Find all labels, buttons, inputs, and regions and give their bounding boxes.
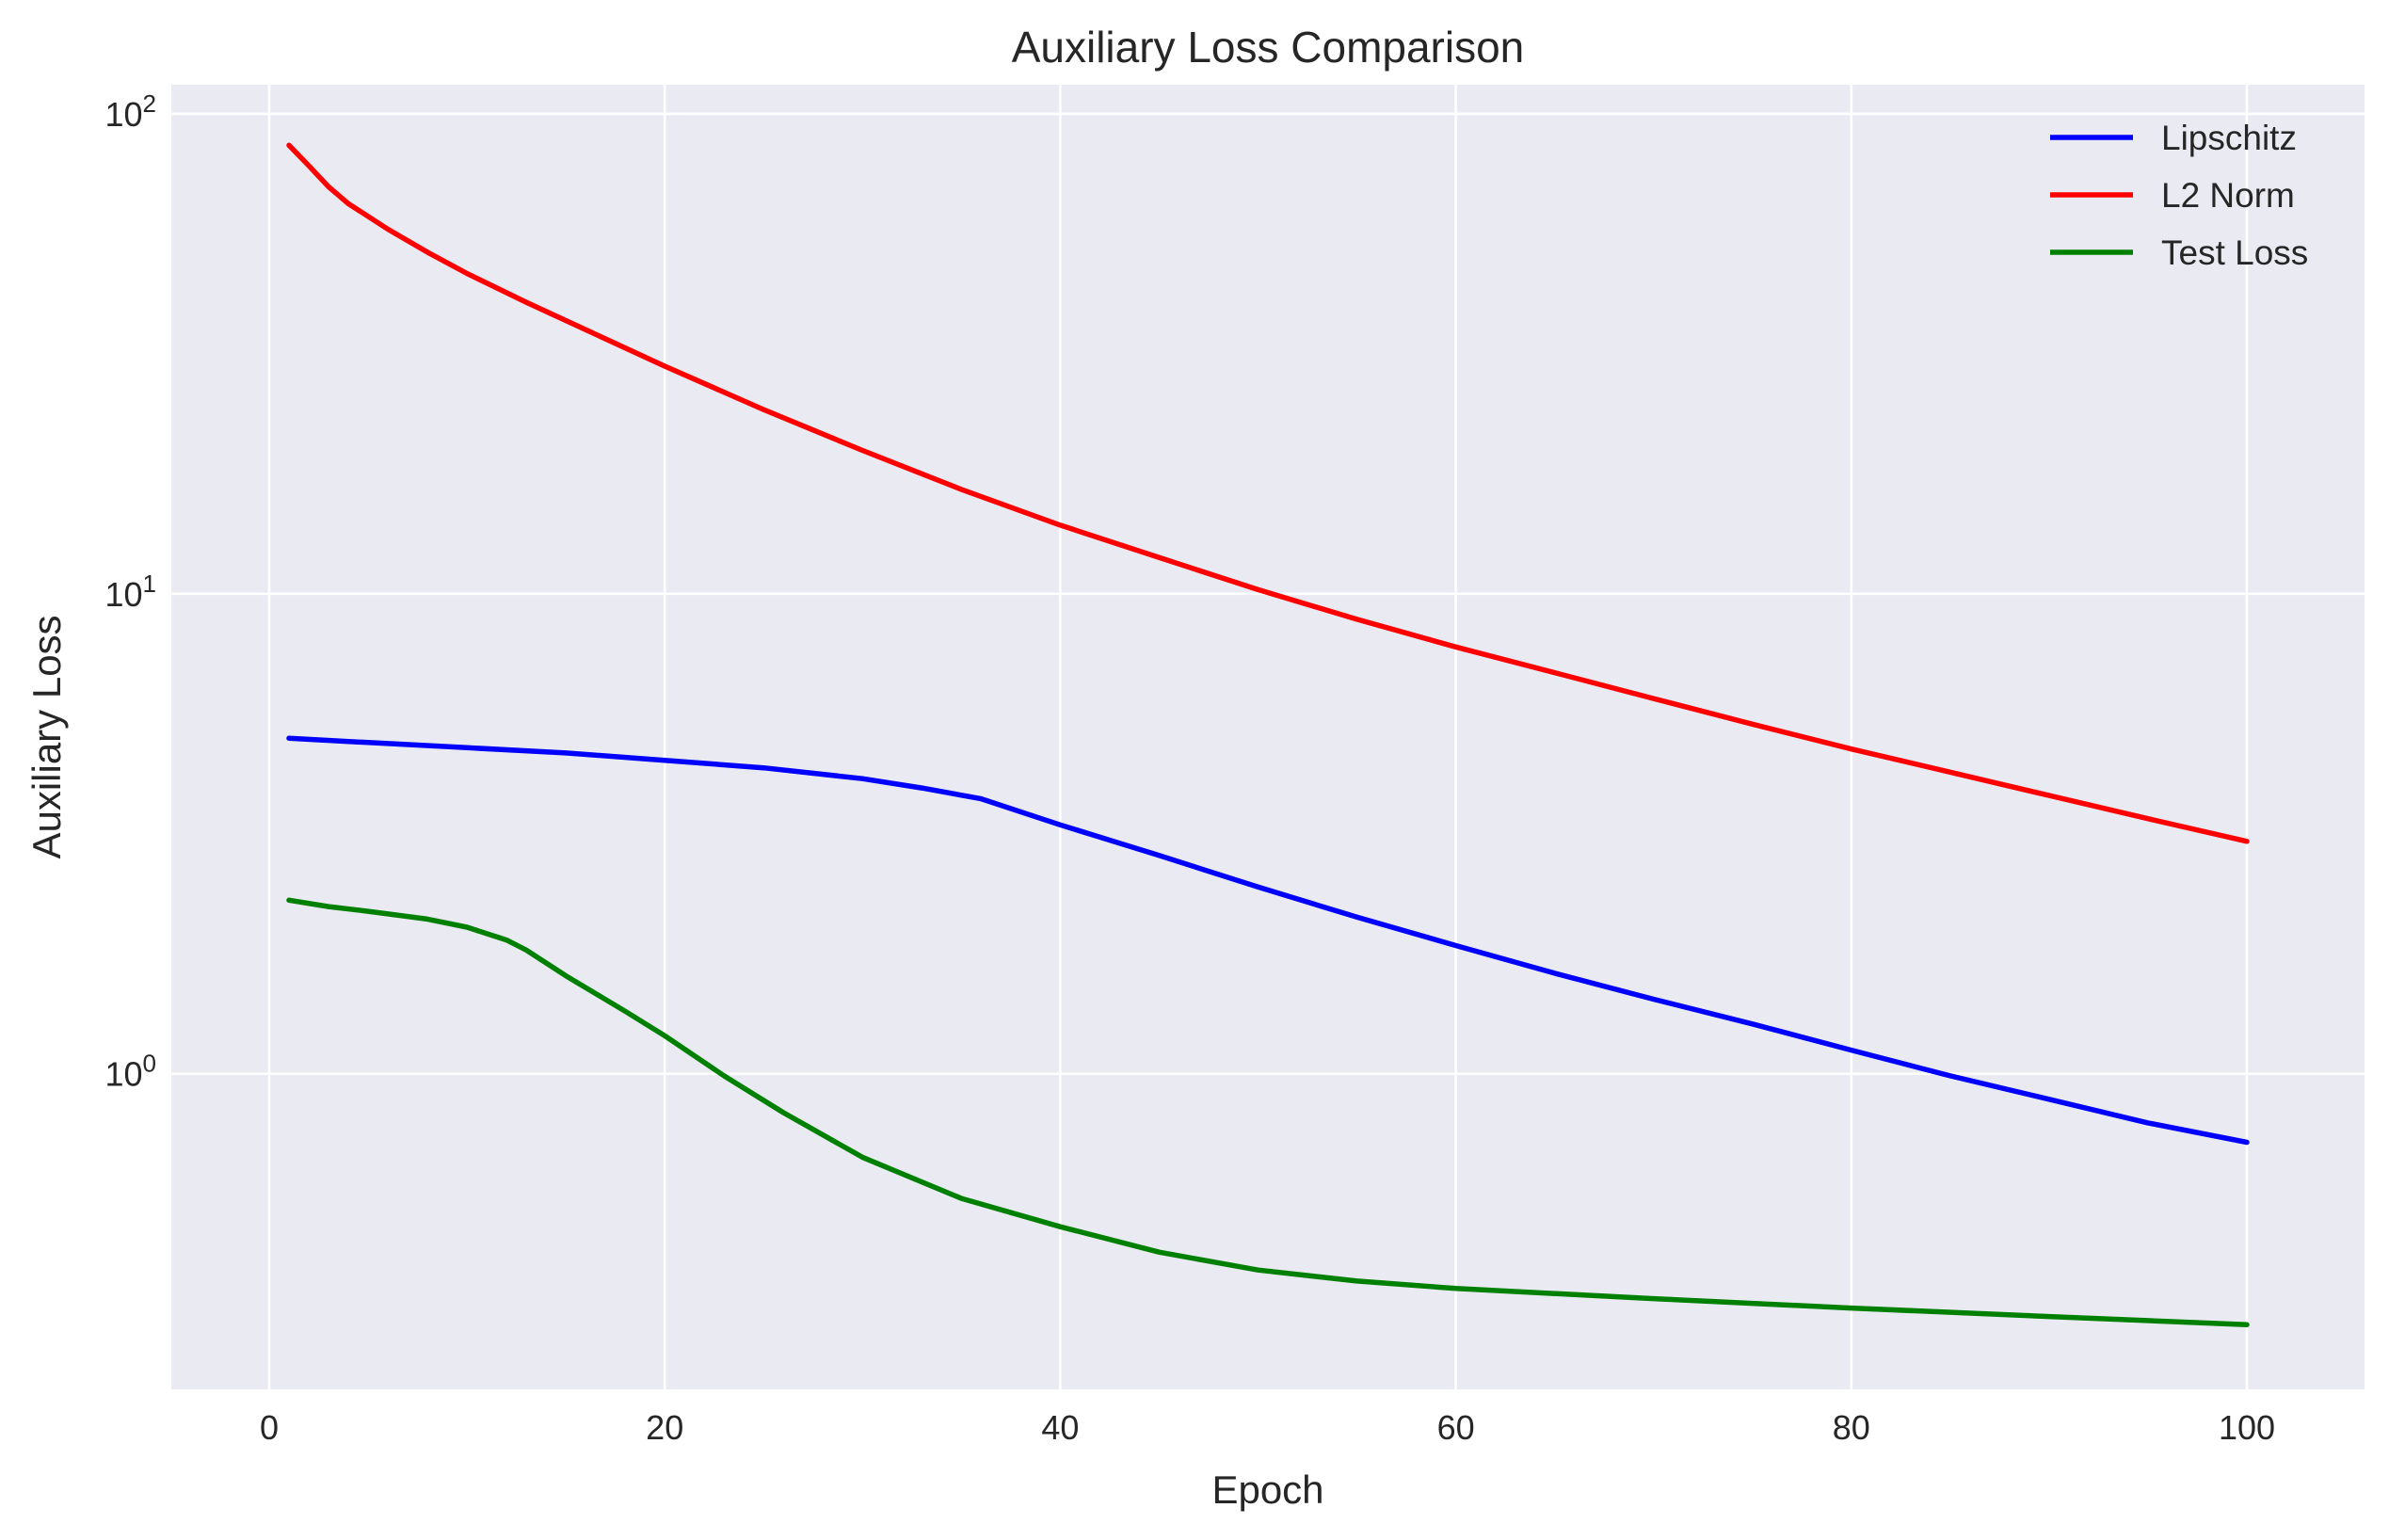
x-axis-label: Epoch — [1211, 1468, 1323, 1512]
series-lines — [286, 142, 2250, 1328]
x-tick-label: 0 — [260, 1408, 279, 1447]
x-tick-label: 40 — [1041, 1408, 1079, 1447]
y-axis-label: Auxiliary Loss — [24, 615, 69, 858]
x-tick-label: 60 — [1437, 1408, 1475, 1447]
tick-labels: 0 20 40 60 80 100 102 101 100 — [104, 89, 2275, 1447]
plot-area — [171, 85, 2365, 1389]
legend-label: Test Loss — [2161, 233, 2308, 272]
series-line-test-loss — [286, 897, 2250, 1328]
grid — [171, 85, 2365, 1389]
series-line-lipschitz — [286, 735, 2250, 1146]
y-tick-label: 102 — [104, 89, 156, 134]
chart-title: Auxiliary Loss Comparison — [1012, 23, 1525, 72]
x-tick-label: 80 — [1833, 1408, 1870, 1447]
x-tick-label: 100 — [2219, 1408, 2275, 1447]
legend: Lipschitz L2 Norm Test Loss — [2050, 119, 2308, 272]
y-tick-label: 100 — [104, 1050, 156, 1094]
legend-label: Lipschitz — [2161, 119, 2297, 157]
series-line-l2-norm — [286, 142, 2250, 844]
x-tick-label: 20 — [646, 1408, 683, 1447]
legend-label: L2 Norm — [2161, 176, 2295, 215]
y-tick-label: 101 — [104, 569, 156, 614]
